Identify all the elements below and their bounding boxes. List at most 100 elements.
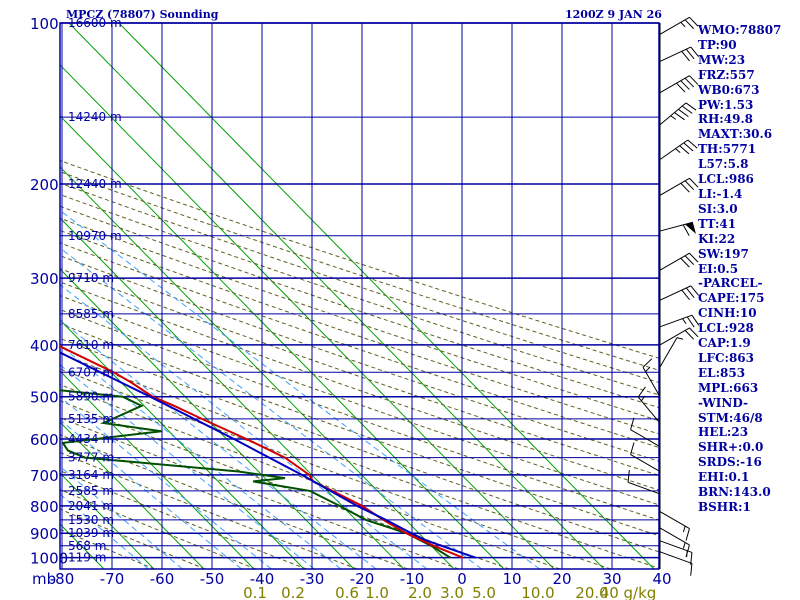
wind-barb-flag (630, 417, 635, 430)
height-label: 6707 m (68, 365, 114, 379)
index-entry: SI:3.0 (698, 201, 738, 216)
dry-adiabat-line (60, 352, 659, 569)
wind-barb-flag (680, 257, 690, 268)
wind-barb-staff (659, 327, 690, 346)
pressure-tick-label: 200 (30, 176, 59, 194)
height-label: 9710 m (68, 271, 114, 285)
stability-indices-panel: WMO:78807 TP:90 MW:23 FRZ:557 WB0:673 PW:1.53… (698, 23, 800, 515)
wind-barb-flag (680, 182, 690, 193)
index-entry: FRZ:557 (698, 67, 755, 82)
dry-adiabat-line (60, 268, 659, 476)
temperature-tick-label: -80 (50, 570, 75, 588)
mixing-ratio-line (60, 465, 183, 569)
temperature-tick-label: -40 (250, 570, 275, 588)
mixing-ratio-label: 0.6 (335, 584, 359, 600)
dry-adiabat-line (60, 417, 459, 569)
wind-barb-staff (659, 75, 690, 94)
wind-barb-staff (659, 527, 690, 546)
isotherm-line (60, 421, 205, 569)
wind-barb (659, 221, 696, 236)
dry-adiabat-line (60, 489, 256, 569)
index-entry: MAXT:30.6 (698, 127, 773, 142)
wind-barb-flag (689, 177, 699, 188)
wind-barb-half-flag (645, 366, 651, 372)
wind-barb-staff (659, 139, 689, 160)
wind-barb-pennant (685, 222, 696, 234)
dry-adiabat-line (60, 384, 561, 569)
wind-barb-staff (659, 551, 693, 564)
wind-barb-flag (685, 48, 695, 60)
index-entry: WMO:78807 (698, 23, 782, 37)
wind-barb-flag (683, 142, 694, 152)
wind-barb-flag (637, 386, 646, 398)
isotherm-line (60, 472, 155, 569)
index-entry: EHI:0.1 (698, 470, 750, 485)
wind-barb-flag (684, 19, 695, 30)
height-label: 4434 m (68, 432, 114, 446)
isotherm-line (60, 115, 505, 569)
wind-barb-flag (684, 180, 695, 191)
wind-barb-staff (637, 396, 661, 424)
index-entry: LI:-1.4 (698, 186, 743, 201)
pressure-tick-label: 100 (30, 15, 59, 33)
dry-adiabat-line (60, 528, 155, 569)
wind-barb-flag (690, 46, 699, 57)
sounding-time: 1200Z 9 JAN 26 (565, 8, 662, 21)
pressure-tick-label: 600 (30, 431, 59, 449)
height-label: 7610 m (68, 338, 114, 352)
index-entry: CINH:10 (698, 306, 757, 321)
mixing-ratio-label: 1.0 (365, 584, 389, 600)
dry-adiabat-line (60, 323, 659, 537)
wind-barb-flag (681, 105, 693, 114)
wind-barb (659, 75, 699, 94)
temperature-tick-label: 20 (552, 570, 571, 588)
mixing-ratio-label: 0.2 (281, 584, 305, 600)
wind-barb-half-flag (682, 542, 686, 549)
wind-barb-flag (684, 77, 695, 88)
temperature-tick-label: 0 (457, 570, 467, 588)
wind-barb-flag (676, 82, 686, 93)
wind-barb (659, 46, 699, 62)
wind-barb-flag (685, 528, 690, 541)
wind-barb-flag (689, 16, 699, 27)
dry-adiabat-line (60, 194, 659, 396)
height-label: 8585 m (68, 307, 114, 321)
wind-barb-flag (689, 327, 699, 338)
wind-barb (659, 177, 699, 196)
dry-adiabat-line (60, 160, 659, 359)
pressure-tick-label: 1000 (30, 550, 68, 568)
wind-barb-half-flag (676, 337, 684, 340)
wind-barb (637, 386, 661, 424)
wind-barb-flag (680, 80, 690, 90)
isotherm-line (60, 319, 305, 569)
isotherm-line (60, 217, 405, 569)
wind-barb (659, 337, 684, 368)
index-entry: BSHR:1 (698, 500, 751, 514)
wind-barb (659, 252, 699, 271)
wind-barb (659, 16, 699, 35)
wind-barb (659, 285, 699, 301)
mixing-ratio-label: 3.0 (440, 584, 464, 600)
wind-barb-half-flag (686, 550, 688, 557)
isotherm-line (68, 23, 605, 569)
wind-barb-half-flag (640, 395, 646, 402)
wind-barb-flag (689, 252, 699, 263)
dry-adiabat-line (60, 205, 659, 409)
index-entry: TP:90 (698, 37, 737, 52)
wind-barb-half-flag (682, 318, 687, 324)
isotherm-line (60, 166, 455, 569)
pressure-tick-label: 700 (30, 467, 59, 485)
height-label: 2041 m (68, 499, 114, 513)
wind-barb-staff (659, 252, 690, 271)
height-label: 3164 m (68, 468, 114, 482)
height-label: 568 m (68, 539, 106, 553)
wind-barb (659, 511, 690, 541)
index-entry: MPL:663 (698, 380, 759, 395)
wind-barb-flag (686, 316, 695, 328)
index-entry: SHR+:0.0 (698, 440, 764, 455)
wind-barb-staff (627, 481, 661, 495)
height-label: 10970 m (68, 229, 122, 243)
wind-barb-staff (659, 337, 678, 368)
pressure-tick-label: 300 (30, 270, 59, 288)
isotherm-line (0, 23, 54, 569)
